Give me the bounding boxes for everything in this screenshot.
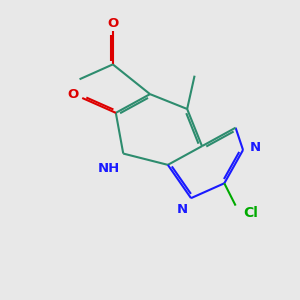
- Text: O: O: [107, 17, 118, 30]
- Text: N: N: [177, 203, 188, 216]
- Text: N: N: [250, 140, 261, 154]
- Text: O: O: [67, 88, 78, 100]
- Text: NH: NH: [97, 162, 119, 175]
- Text: Cl: Cl: [243, 206, 258, 220]
